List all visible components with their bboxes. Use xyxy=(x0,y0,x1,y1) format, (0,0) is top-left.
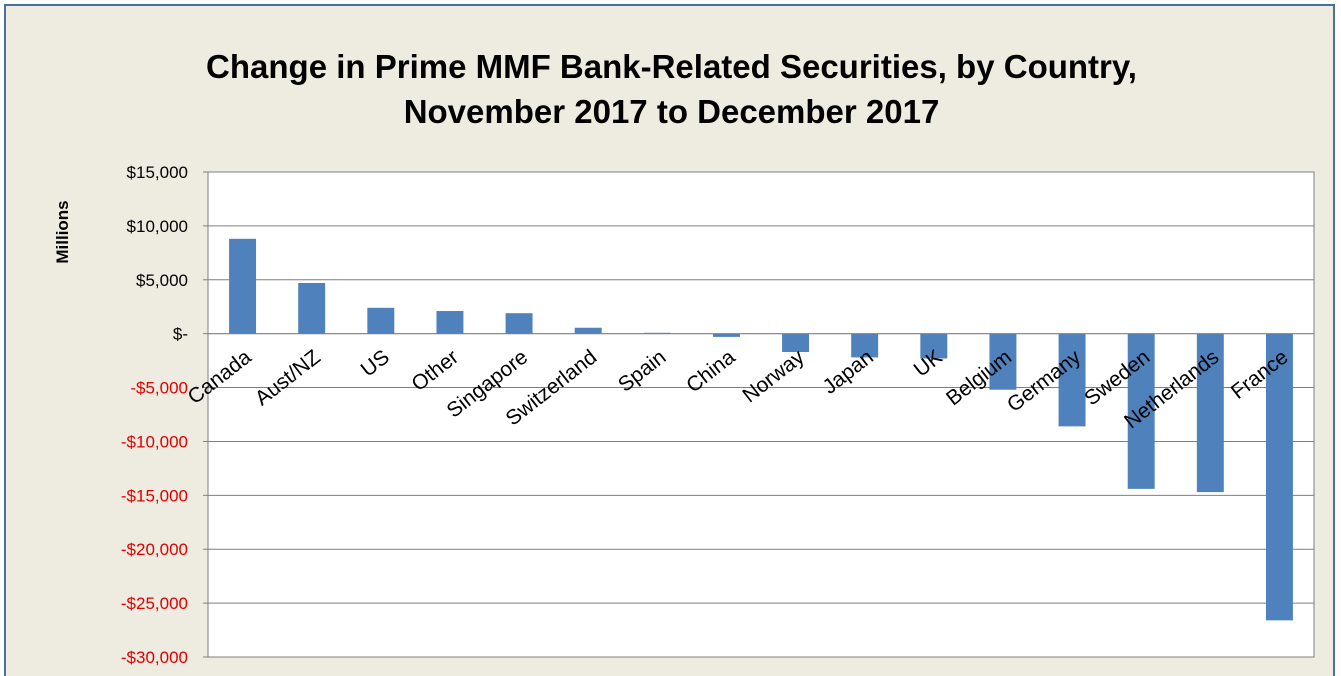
chart-title-line-1: Change in Prime MMF Bank-Related Securit… xyxy=(206,48,1137,85)
y-tick-label: -$20,000 xyxy=(121,540,188,559)
bar xyxy=(1265,333,1293,621)
bar xyxy=(574,327,602,334)
bar xyxy=(920,333,948,359)
bar xyxy=(367,307,395,334)
bar xyxy=(436,311,464,334)
y-tick-label: -$30,000 xyxy=(121,648,188,667)
y-tick-label: -$15,000 xyxy=(121,486,188,505)
y-tick-labels: $15,000 $10,000 $5,000 $- -$5,000 -$10,000 -$1… xyxy=(121,163,188,667)
y-tick-label: $- xyxy=(173,325,188,344)
y-tick-label: -$25,000 xyxy=(121,594,188,613)
bar xyxy=(505,313,533,334)
bar xyxy=(712,333,740,337)
y-tick-label: -$10,000 xyxy=(121,432,188,451)
bar xyxy=(1058,333,1086,427)
bar xyxy=(782,333,810,352)
chart-title: Change in Prime MMF Bank-Related Securit… xyxy=(6,44,1337,134)
y-axis-label: Millions xyxy=(53,200,72,263)
bars xyxy=(229,238,1293,621)
bar xyxy=(298,283,326,334)
bar xyxy=(1196,333,1224,493)
chart-title-line-2: November 2017 to December 2017 xyxy=(403,93,940,130)
y-tick-label: $5,000 xyxy=(136,271,188,290)
y-tick-label: -$5,000 xyxy=(130,379,188,398)
y-tick-label: $15,000 xyxy=(127,163,188,182)
bar xyxy=(989,333,1017,390)
bar xyxy=(851,333,879,358)
bar xyxy=(1127,333,1155,489)
y-tick-label: $10,000 xyxy=(127,217,188,236)
bar xyxy=(229,238,257,334)
